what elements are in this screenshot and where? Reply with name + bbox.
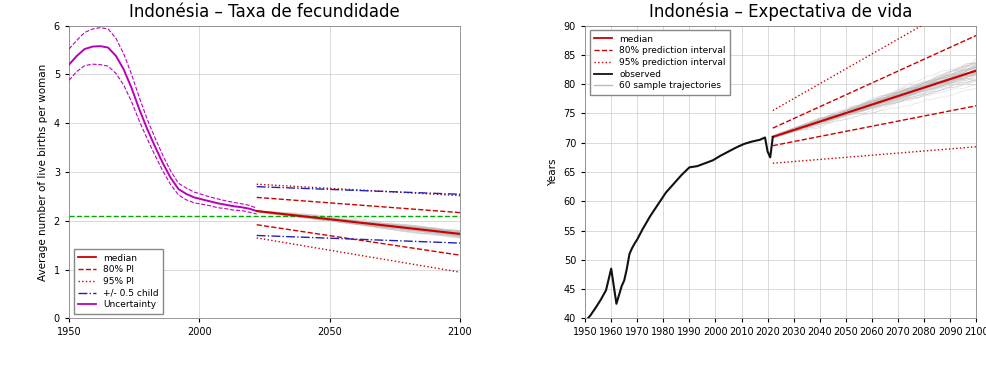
Title: Indonésia – Taxa de fecundidade: Indonésia – Taxa de fecundidade	[129, 3, 400, 21]
Y-axis label: Years: Years	[548, 158, 558, 186]
Legend: median, 80% prediction interval, 95% prediction interval, observed, 60 sample tr: median, 80% prediction interval, 95% pre…	[590, 30, 731, 95]
Title: Indonésia – Expectativa de vida: Indonésia – Expectativa de vida	[649, 3, 912, 21]
Y-axis label: Average number of live births per woman: Average number of live births per woman	[38, 63, 48, 281]
Legend: median, 80% PI, 95% PI, +/- 0.5 child, Uncertainty: median, 80% PI, 95% PI, +/- 0.5 child, U…	[74, 249, 164, 314]
